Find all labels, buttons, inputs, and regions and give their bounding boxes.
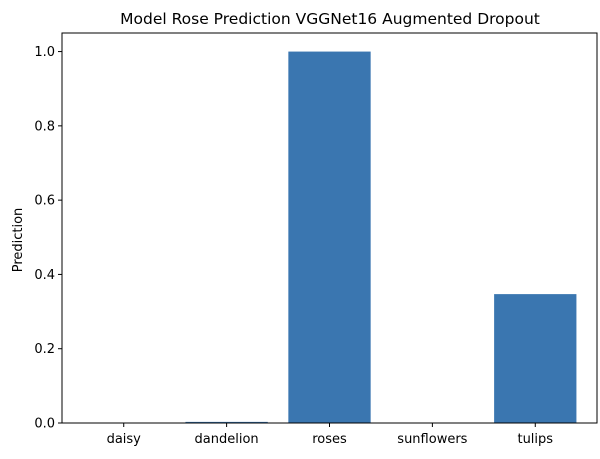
x-tick-label-tulips: tulips (517, 432, 553, 447)
x-tick-label-dandelion: dandelion (195, 432, 259, 447)
bars-layer (83, 52, 577, 423)
y-tick-label: 0.0 (34, 417, 55, 432)
x-tick-label-roses: roses (312, 432, 347, 447)
y-axis: 0.0 0.2 0.4 0.6 0.8 1.0 (34, 45, 62, 431)
y-tick-label: 0.2 (34, 342, 55, 357)
y-tick-label: 0.6 (34, 194, 55, 209)
bar-roses (288, 52, 370, 423)
y-tick-label: 1.0 (34, 45, 55, 60)
x-tick-label-daisy: daisy (107, 432, 142, 447)
y-tick-label: 0.4 (34, 268, 55, 283)
x-axis: daisy dandelion roses sunflowers tulips (107, 423, 554, 447)
x-tick-label-sunflowers: sunflowers (397, 432, 467, 447)
y-axis-label: Prediction (11, 208, 26, 273)
chart-title: Model Rose Prediction VGGNet16 Augmented… (120, 10, 540, 28)
y-tick-label: 0.8 (34, 119, 55, 134)
bar-tulips (494, 294, 576, 423)
